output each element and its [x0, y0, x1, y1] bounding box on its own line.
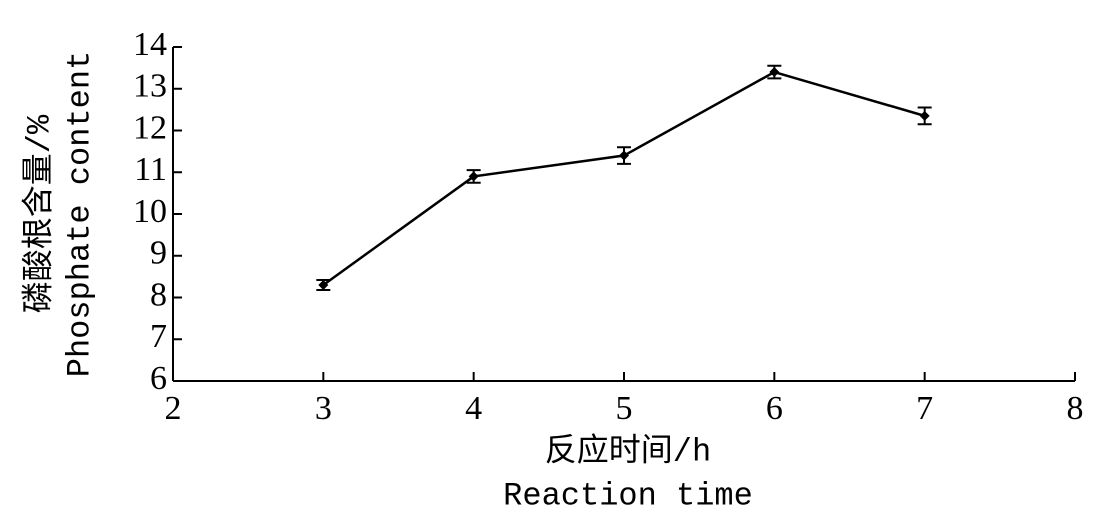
x-tick-label: 5 [616, 390, 633, 427]
x-tick-label: 6 [766, 390, 783, 427]
y-tick-label: 8 [150, 276, 167, 313]
y-tick-label: 6 [150, 360, 167, 397]
y-tick-label: 12 [133, 109, 167, 146]
y-tick-label: 13 [133, 68, 167, 105]
marker [619, 150, 629, 161]
y-tick-label: 7 [150, 318, 167, 355]
y-tick-label: 11 [134, 151, 167, 188]
x-tick-label: 7 [916, 390, 933, 427]
y-label: 磷酸根含量/% [20, 114, 58, 313]
x-tick-label: 8 [1067, 390, 1084, 427]
y-tick-label: 14 [133, 26, 167, 63]
x-label: Reaction time [503, 477, 753, 514]
y-tick-label: 9 [150, 235, 167, 272]
marker [318, 279, 329, 290]
x-tick-label: 3 [315, 390, 332, 427]
marker [468, 171, 479, 182]
x-tick-label: 2 [165, 390, 182, 427]
x-tick-label: 4 [465, 390, 482, 427]
marker [769, 67, 780, 78]
x-label: 反应时间/h [545, 432, 711, 470]
y-tick-label: 10 [133, 193, 167, 230]
marker [919, 110, 930, 121]
y-label: Phosphate content [61, 51, 98, 377]
line [322, 70, 926, 286]
